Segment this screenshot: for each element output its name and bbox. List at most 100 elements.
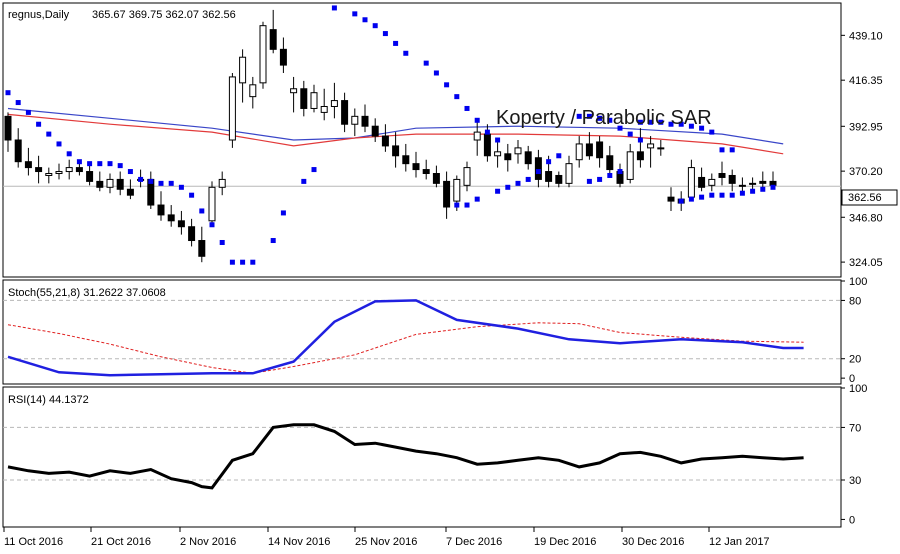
candle-body bbox=[565, 163, 573, 184]
candle-body bbox=[657, 147, 665, 150]
sar-dot bbox=[637, 119, 643, 125]
candle-body bbox=[524, 151, 532, 165]
sar-dot bbox=[97, 161, 103, 167]
sar-dot bbox=[362, 17, 368, 23]
sar-dot bbox=[474, 117, 480, 123]
candle-body bbox=[514, 147, 522, 155]
sar-dot bbox=[66, 151, 72, 157]
candle-body bbox=[157, 204, 165, 216]
candle-body bbox=[769, 180, 777, 186]
candle-body bbox=[320, 105, 328, 113]
sar-dot bbox=[158, 180, 164, 186]
candle-body bbox=[279, 48, 287, 66]
candle-body bbox=[351, 115, 359, 125]
x-tick-label: 12 Jan 2017 bbox=[709, 536, 770, 548]
sar-dot bbox=[76, 159, 82, 165]
candle-body bbox=[596, 141, 604, 159]
sar-dot bbox=[515, 180, 521, 186]
candle-body bbox=[290, 88, 298, 94]
sar-dot bbox=[699, 125, 705, 131]
candle-body bbox=[412, 163, 420, 171]
sar-dot bbox=[15, 100, 21, 106]
sar-dot bbox=[648, 119, 654, 125]
candle-body bbox=[698, 176, 706, 188]
stoch-series-layer bbox=[3, 299, 841, 377]
candle-body bbox=[759, 180, 767, 184]
sar-dot bbox=[668, 121, 674, 127]
candle-body bbox=[269, 29, 277, 50]
candle-body bbox=[432, 173, 440, 184]
sar-dot bbox=[719, 147, 725, 153]
stoch-main-line bbox=[7, 299, 804, 377]
sar-dot bbox=[331, 5, 337, 11]
candle-body bbox=[443, 180, 451, 208]
sar-dot bbox=[617, 169, 623, 175]
x-tick-label: 11 Oct 2016 bbox=[4, 536, 63, 548]
sar-dot bbox=[719, 192, 725, 198]
sar-dot bbox=[699, 194, 705, 200]
sar-dot bbox=[189, 192, 195, 198]
price-ohlc: 365.67 369.75 362.07 362.56 bbox=[92, 9, 236, 21]
candle-body bbox=[75, 167, 83, 173]
sar-dot bbox=[484, 129, 490, 135]
axes-layer: 439.10 416.35 392.95 370.20 346.80 324.05 100 8… bbox=[3, 30, 883, 548]
candle-body bbox=[177, 220, 185, 228]
sar-dot bbox=[240, 259, 246, 265]
sar-dot bbox=[403, 50, 409, 56]
candle-body bbox=[55, 171, 63, 175]
sar-dot bbox=[36, 121, 42, 127]
sar-dot bbox=[546, 159, 552, 165]
candle-body bbox=[300, 88, 308, 109]
sar-dot bbox=[729, 192, 735, 198]
last-price-label: 362.56 bbox=[848, 192, 882, 204]
sar-dot bbox=[56, 141, 62, 147]
candle-body bbox=[504, 153, 512, 161]
sar-dot bbox=[709, 129, 715, 135]
candle-body bbox=[208, 186, 216, 222]
sar-dot bbox=[688, 196, 694, 202]
candle-body bbox=[14, 139, 22, 163]
sar-dot bbox=[87, 161, 93, 167]
candle-body bbox=[575, 143, 583, 161]
candle-body bbox=[86, 171, 94, 182]
price-tick-label: 346.80 bbox=[849, 212, 883, 224]
candle-body bbox=[636, 151, 644, 161]
sar-dot bbox=[627, 131, 633, 137]
candle-body bbox=[555, 174, 563, 184]
candle-body bbox=[749, 182, 757, 185]
stoch-tick-label: 20 bbox=[849, 354, 861, 366]
candle-body bbox=[239, 56, 247, 84]
price-tick-label: 324.05 bbox=[849, 257, 883, 269]
sar-dot bbox=[505, 184, 511, 190]
sar-dot bbox=[678, 121, 684, 127]
candle-body bbox=[96, 180, 104, 188]
sar-dot bbox=[423, 60, 429, 66]
candle-body bbox=[4, 115, 12, 141]
candle-body bbox=[371, 125, 379, 137]
rsi-tick-label: 0 bbox=[849, 514, 855, 526]
sar-dot bbox=[444, 82, 450, 88]
sar-dot bbox=[607, 172, 613, 178]
sar-dot bbox=[168, 180, 174, 186]
sar-dot bbox=[688, 123, 694, 129]
candle-body bbox=[483, 133, 491, 157]
candle-body bbox=[381, 135, 389, 147]
sar-dot bbox=[607, 117, 613, 123]
x-tick-label: 14 Nov 2016 bbox=[268, 536, 330, 548]
sar-dot bbox=[556, 153, 562, 159]
candle-body bbox=[667, 196, 675, 202]
sar-dot bbox=[535, 169, 541, 175]
sar-dot bbox=[117, 163, 123, 169]
sar-dot bbox=[270, 238, 276, 244]
sar-dot bbox=[454, 202, 460, 208]
sar-dot bbox=[372, 23, 378, 29]
candle-body bbox=[585, 143, 593, 157]
sar-dot bbox=[678, 198, 684, 204]
sar-dot bbox=[311, 167, 317, 173]
stoch-tick-label: 80 bbox=[849, 295, 861, 307]
sar-dot bbox=[454, 94, 460, 100]
candle-body bbox=[473, 131, 481, 141]
candle-body bbox=[310, 92, 318, 109]
candle-body bbox=[718, 173, 726, 178]
